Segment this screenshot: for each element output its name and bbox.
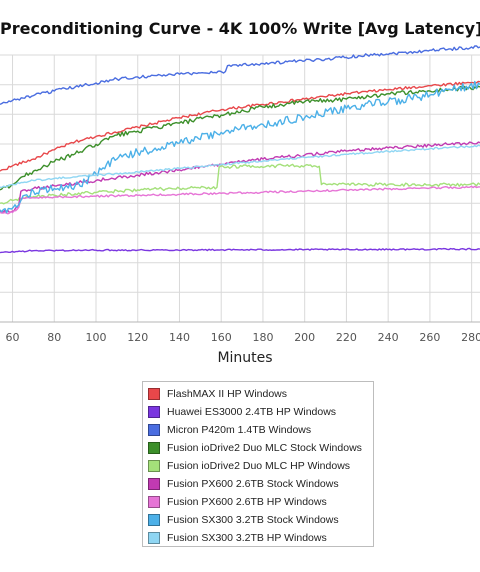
- x-axis-label: Minutes: [217, 350, 273, 366]
- series-line-6: [0, 141, 480, 214]
- legend-swatch: [148, 388, 160, 400]
- series-line-9: [0, 144, 480, 189]
- legend-item: FlashMAX II HP Windows: [143, 385, 373, 403]
- legend-swatch: [148, 514, 160, 526]
- legend-swatch: [148, 496, 160, 508]
- legend: FlashMAX II HP Windows Huawei ES3000 2.4T…: [142, 381, 374, 547]
- x-tick-labels: 60 80 100 120 140 160 180 200 220 240 260 280: [6, 331, 480, 344]
- legend-swatch: [148, 532, 160, 544]
- legend-swatch: [148, 460, 160, 472]
- x-tick-label: 260: [419, 331, 440, 344]
- series-line-2: [0, 247, 480, 254]
- legend-label: FlashMAX II HP Windows: [167, 388, 288, 400]
- series-line-1: [0, 80, 480, 172]
- series-line-7: [0, 185, 480, 215]
- legend-label: Fusion PX600 2.6TB Stock Windows: [167, 478, 339, 490]
- x-tick-label: 280: [461, 331, 480, 344]
- series-lines: [0, 45, 480, 254]
- series-line-4: [0, 85, 480, 191]
- legend-swatch: [148, 424, 160, 436]
- legend-item: Fusion ioDrive2 Duo MLC HP Windows: [143, 457, 373, 475]
- legend-label: Fusion SX300 3.2TB HP Windows: [167, 532, 327, 544]
- x-tick-label: 80: [47, 331, 61, 344]
- series-line-5: [0, 163, 480, 205]
- x-tick-label: 100: [86, 331, 107, 344]
- grid-lines: [0, 54, 480, 323]
- legend-label: Fusion SX300 3.2TB Stock Windows: [167, 514, 339, 526]
- legend-item: Fusion SX300 3.2TB Stock Windows: [143, 511, 373, 529]
- legend-swatch: [148, 442, 160, 454]
- legend-item: Huawei ES3000 2.4TB HP Windows: [143, 403, 373, 421]
- legend-label: Fusion PX600 2.6TB HP Windows: [167, 496, 327, 508]
- legend-swatch: [148, 406, 160, 418]
- series-line-3: [0, 45, 480, 106]
- chart-title: Preconditioning Curve - 4K 100% Write [A…: [0, 19, 480, 38]
- legend-item: Fusion PX600 2.6TB HP Windows: [143, 493, 373, 511]
- series-line-8: [0, 80, 480, 214]
- legend-label: Fusion ioDrive2 Duo MLC Stock Windows: [167, 442, 362, 454]
- x-tick-label: 240: [378, 331, 399, 344]
- x-tick-label: 160: [211, 331, 232, 344]
- x-tick-label: 180: [252, 331, 273, 344]
- legend-item: Fusion SX300 3.2TB HP Windows: [143, 529, 373, 547]
- x-tick-label: 60: [6, 331, 20, 344]
- legend-item: Fusion PX600 2.6TB Stock Windows: [143, 475, 373, 493]
- legend-label: Fusion ioDrive2 Duo MLC HP Windows: [167, 460, 351, 472]
- legend-swatch: [148, 478, 160, 490]
- x-tick-label: 120: [127, 331, 148, 344]
- x-tick-label: 200: [294, 331, 315, 344]
- x-tick-label: 220: [336, 331, 357, 344]
- x-tick-label: 140: [169, 331, 190, 344]
- legend-label: Micron P420m 1.4TB Windows: [167, 424, 312, 436]
- legend-item: Fusion ioDrive2 Duo MLC Stock Windows: [143, 439, 373, 457]
- legend-item: Micron P420m 1.4TB Windows: [143, 421, 373, 439]
- legend-label: Huawei ES3000 2.4TB HP Windows: [167, 406, 337, 418]
